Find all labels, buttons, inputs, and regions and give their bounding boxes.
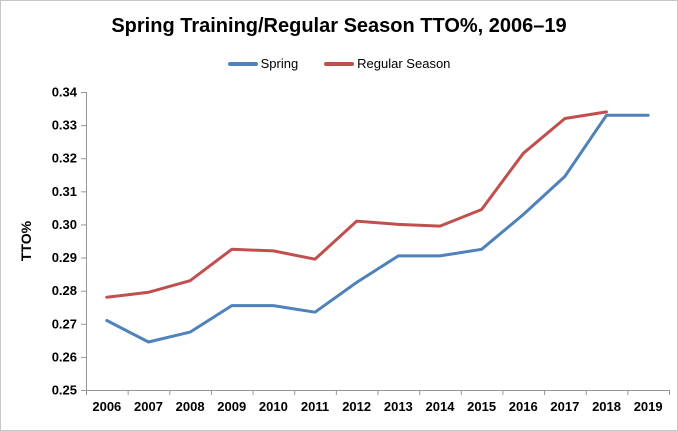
x-tick-label: 2008	[176, 399, 205, 414]
x-tick-label: 2014	[426, 399, 456, 414]
x-tick-label: 2010	[259, 399, 288, 414]
legend-item-spring: Spring	[227, 56, 299, 71]
y-tick-label: 0.26	[52, 349, 77, 364]
y-tick-label: 0.30	[52, 217, 77, 232]
y-tick-label: 0.31	[52, 184, 77, 199]
legend-label-spring: Spring	[260, 56, 299, 71]
x-tick-label: 2007	[134, 399, 163, 414]
y-tick-label: 0.33	[52, 118, 77, 133]
x-tick-label: 2013	[384, 399, 413, 414]
legend-line-swatch-spring	[227, 61, 258, 66]
y-axis-title: TTO%	[18, 220, 34, 261]
y-tick-label: 0.29	[52, 250, 77, 265]
x-tick-label: 2011	[301, 399, 329, 414]
x-tick-label: 2006	[92, 399, 121, 414]
y-tick-label: 0.25	[52, 383, 77, 398]
chart-title: Spring Training/Regular Season TTO%, 200…	[111, 15, 567, 37]
x-tick-label: 2017	[550, 399, 579, 414]
legend-label-regular-season: Regular Season	[357, 56, 451, 71]
legend: Spring Regular Season	[1, 56, 677, 71]
x-tick-label: 2012	[342, 399, 371, 414]
x-tick-label: 2015	[467, 399, 496, 414]
y-tick-label: 0.34	[52, 85, 78, 100]
y-axis-ticks: 0.25 0.26 0.27 0.28 0.29 0.30 0.31 0.32 0.33 0.34	[52, 85, 86, 398]
axes	[86, 92, 669, 391]
legend-line-swatch-regular-season	[324, 61, 355, 66]
y-tick-label: 0.32	[52, 151, 77, 166]
x-tick-label: 2019	[634, 399, 663, 414]
legend-item-regular-season: Regular Season	[324, 56, 450, 71]
x-tick-label: 2016	[509, 399, 538, 414]
x-tick-label: 2018	[592, 399, 621, 414]
x-tick-label: 2009	[217, 399, 246, 414]
y-tick-label: 0.27	[52, 316, 77, 331]
series-line-regular-season	[105, 110, 608, 299]
y-tick-label: 0.28	[52, 283, 77, 298]
series-line-spring	[105, 113, 650, 344]
x-axis-ticks: 2006 2007 2008 2009 2010 2011 2012 2013 2014 2015…	[86, 390, 670, 414]
